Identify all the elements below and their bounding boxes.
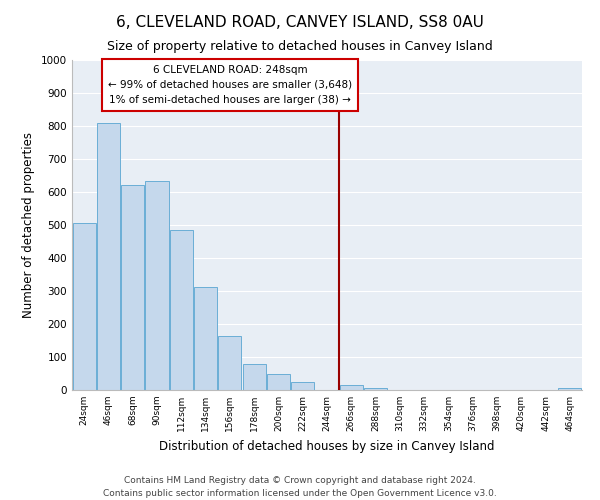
Bar [194, 286, 217, 390]
Bar [291, 382, 314, 390]
Text: 6, CLEVELAND ROAD, CANVEY ISLAND, SS8 0AU: 6, CLEVELAND ROAD, CANVEY ISLAND, SS8 0A… [116, 15, 484, 30]
Bar [170, 230, 193, 390]
Bar [218, 336, 241, 390]
Bar [340, 386, 363, 390]
Text: Size of property relative to detached houses in Canvey Island: Size of property relative to detached ho… [107, 40, 493, 53]
Bar [121, 184, 144, 390]
Bar [73, 224, 95, 390]
Bar [267, 374, 290, 390]
Bar [559, 388, 581, 390]
X-axis label: Distribution of detached houses by size in Canvey Island: Distribution of detached houses by size … [159, 440, 495, 452]
Bar [364, 388, 387, 390]
Bar [97, 122, 120, 390]
Y-axis label: Number of detached properties: Number of detached properties [22, 132, 35, 318]
Bar [242, 364, 266, 390]
Text: 6 CLEVELAND ROAD: 248sqm
← 99% of detached houses are smaller (3,648)
1% of semi: 6 CLEVELAND ROAD: 248sqm ← 99% of detach… [108, 65, 352, 104]
Text: Contains HM Land Registry data © Crown copyright and database right 2024.
Contai: Contains HM Land Registry data © Crown c… [103, 476, 497, 498]
Bar [145, 182, 169, 390]
